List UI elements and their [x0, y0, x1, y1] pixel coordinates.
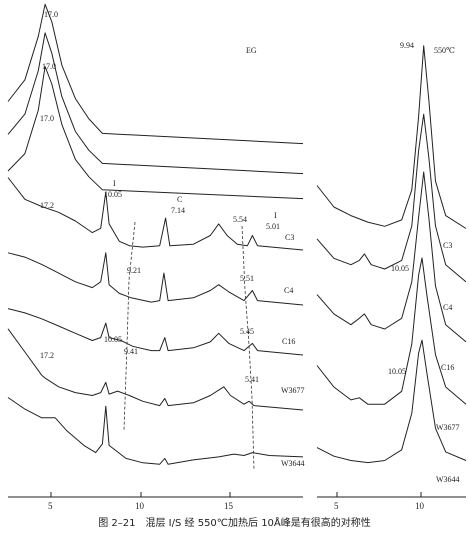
left-tick-label-10: 10: [135, 501, 145, 511]
peak-label-17.0-a: 17.0: [44, 10, 58, 19]
peak-label-17.0-c: 17.0: [40, 114, 54, 123]
peak-label-10.05-b: 10.05: [104, 335, 122, 344]
sample-label-C3: C3: [285, 233, 294, 242]
left-curve-c3: [7, 177, 304, 251]
right-tick-label-5: 5: [334, 501, 339, 511]
right-curve-w3677: [316, 257, 467, 405]
right-curve-c3: [316, 45, 467, 229]
dashed-guide-lines: [123, 221, 255, 471]
sample-label-C4: C4: [284, 286, 293, 295]
peak-label-I-10: I: [113, 179, 116, 188]
right-curve-c4: [316, 113, 467, 283]
peak-label-5.54: 5.54: [233, 215, 247, 224]
left-tick-label-15: 15: [224, 501, 234, 511]
sample-label-W3644-right: W3644: [436, 475, 460, 484]
peak-label-10.05-c: 10.05: [391, 264, 409, 273]
left-curve-1: [7, 3, 304, 145]
peak-label-7.14: 7.14: [171, 206, 185, 215]
left-panel-label: EG: [246, 46, 257, 55]
sample-label-W3644: W3644: [281, 459, 305, 468]
peak-label-17.2-b: 17.2: [40, 351, 54, 360]
sample-label-C16: C16: [282, 337, 295, 346]
peak-label-5.51: 5.51: [240, 274, 254, 283]
right-panel: 5 10 550℃ 9.94 10.05 10.05 C3 C4 C16 W36…: [316, 41, 467, 511]
left-curve-c4: [7, 252, 304, 306]
peak-label-10.05-d: 10.05: [388, 367, 406, 376]
right-panel-curves: [316, 45, 467, 464]
right-panel-label: 550℃: [434, 46, 455, 55]
dashed-guide-5A: [241, 225, 255, 471]
right-curve-c16: [316, 171, 467, 343]
peak-label-5.01: 5.01: [266, 222, 280, 231]
peak-label-17.2-a: 17.2: [40, 201, 54, 210]
left-curve-2: [7, 32, 304, 175]
sample-label-W3677-right: W3677: [436, 423, 460, 432]
right-curve-w3644: [316, 339, 467, 464]
left-panel: 5 10 15 EG 17.0 17.0 17.0 17.2 17.2 I 10…: [7, 3, 305, 511]
left-tick-label-5: 5: [48, 501, 53, 511]
peak-label-9.94: 9.94: [400, 41, 414, 50]
right-annotations: 9.94 10.05 10.05: [388, 41, 414, 376]
left-x-ticks: 5 10 15: [48, 492, 234, 511]
peak-label-9.21: 9.21: [127, 266, 141, 275]
sample-label-C3-right: C3: [443, 241, 452, 250]
peak-label-I-5: I: [274, 211, 277, 220]
peak-label-17.0-b: 17.0: [42, 62, 56, 71]
peak-label-5.41: 5.41: [245, 375, 259, 384]
sample-label-W3677: W3677: [281, 386, 305, 395]
left-curve-w3644: [7, 397, 304, 465]
left-panel-curves: [7, 3, 304, 465]
sample-label-C4-right: C4: [443, 303, 452, 312]
right-sample-labels: C3 C4 C16 W3677 W3644: [436, 241, 460, 484]
left-curve-w3677: [7, 328, 304, 411]
sample-label-C16-right: C16: [441, 363, 454, 372]
left-annotations: 17.0 17.0 17.0 17.2 17.2 I 10.05 C 7.14 …: [40, 10, 280, 384]
right-x-ticks: 5 10: [334, 492, 425, 511]
dashed-guide-10A: [123, 221, 136, 431]
left-sample-labels: C3 C4 C16 W3677 W3644: [281, 233, 305, 468]
peak-label-5.45: 5.45: [240, 327, 254, 336]
left-curve-3: [7, 66, 304, 200]
figure-caption: 图 2–21 混层 I/S 经 550℃加热后 10Å峰是有很高的对称性: [98, 518, 371, 529]
left-curve-c16: [7, 308, 304, 356]
peak-label-C: C: [177, 195, 182, 204]
peak-label-9.41: 9.41: [124, 347, 138, 356]
right-tick-label-10: 10: [415, 501, 425, 511]
peak-label-10.05-a: 10.05: [104, 190, 122, 199]
